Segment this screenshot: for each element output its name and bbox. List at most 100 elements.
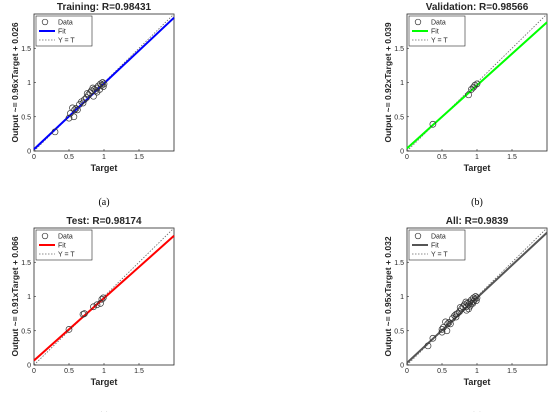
x-tick-label: 0: [405, 154, 409, 161]
legend-data-label: Data: [431, 234, 446, 241]
y-tick-label: 0: [400, 149, 404, 156]
data-point: [454, 310, 461, 317]
data-point: [65, 326, 73, 333]
y-tick-label: 1: [27, 80, 31, 87]
data-point: [99, 294, 107, 302]
data-point: [97, 300, 104, 307]
panel-caption: (b): [471, 197, 483, 208]
data-point: [70, 113, 78, 121]
legend-data-label: Data: [58, 20, 73, 27]
x-tick-label: 1.5: [134, 154, 144, 161]
y-tick-label: 0.5: [21, 328, 31, 335]
regression-panel-4: 0 0.5 1 1.5 0 0.5 1 1.5 Data Fit Y = T All: R=0.983…: [383, 216, 548, 412]
legend-data-label: Data: [58, 234, 73, 241]
y-tick-label: 1: [400, 294, 404, 301]
data-point: [463, 303, 470, 311]
data-point: [100, 80, 108, 88]
data-point: [444, 320, 451, 328]
data-point: [51, 128, 59, 136]
data-point: [473, 80, 481, 88]
data-point: [81, 310, 88, 317]
data-point: [424, 342, 432, 350]
y-tick-label: 1.5: [21, 46, 31, 53]
x-tick-label: 1.5: [134, 368, 144, 375]
data-point: [470, 83, 477, 91]
x-tick-label: 0.5: [437, 154, 447, 161]
x-tick-label: 1.5: [507, 154, 517, 161]
data-point: [472, 293, 479, 300]
data-point: [473, 294, 481, 302]
fit-line: [406, 21, 548, 150]
y-tick-label: 0: [27, 149, 31, 156]
x-tick-label: 1: [475, 368, 479, 375]
data-point: [83, 90, 91, 97]
fit-line: [33, 235, 175, 362]
data-point: [90, 303, 97, 311]
y-tick-label: 1.5: [21, 260, 31, 267]
data-point: [99, 79, 106, 86]
legend-data-marker: [414, 18, 422, 26]
data-point: [452, 313, 460, 321]
legend-data-marker: [41, 18, 49, 26]
y-tick-label: 0: [400, 363, 404, 370]
data-point: [438, 328, 446, 336]
identity-line: [33, 13, 175, 152]
data-point: [470, 297, 477, 305]
data-point: [99, 83, 107, 90]
data-point: [471, 81, 479, 89]
x-axis-label: Target: [91, 377, 118, 387]
x-tick-label: 0: [32, 368, 36, 375]
x-tick-label: 0.5: [64, 368, 74, 375]
y-tick-label: 1.5: [394, 46, 404, 53]
identity-line: [406, 13, 548, 152]
x-tick-label: 1: [475, 154, 479, 161]
regression-panel-1: 0 0.5 1 1.5 0 0.5 1 1.5 Data Fit Y = T Training: R=…: [10, 2, 175, 208]
legend-data-marker: [414, 232, 422, 240]
data-point: [93, 301, 101, 309]
legend-fit-label: Fit: [58, 29, 66, 36]
y-axis-label: Output ~= 0.96xTarget + 0.026: [10, 22, 20, 142]
legend-identity-label: Y = T: [58, 252, 75, 259]
y-tick-label: 0.5: [394, 328, 404, 335]
legend-identity-label: Y = T: [431, 38, 448, 45]
chart-title: Training: R=0.98431: [57, 2, 152, 13]
regression-panel-3: 0 0.5 1 1.5 0 0.5 1 1.5 Data Fit Y = T Test: R=0.98…: [10, 216, 175, 412]
legend-fit-label: Fit: [431, 29, 439, 36]
data-point: [472, 297, 480, 304]
y-tick-label: 0: [27, 363, 31, 370]
data-point: [429, 334, 437, 342]
x-axis-label: Target: [464, 377, 491, 387]
x-tick-label: 0: [32, 154, 36, 161]
y-axis-label: Output ~= 0.91xTarget + 0.066: [10, 236, 20, 356]
data-point: [465, 91, 472, 99]
x-axis-label: Target: [464, 163, 491, 173]
chart-title: Validation: R=0.98566: [426, 2, 529, 13]
data-point: [471, 295, 479, 303]
y-axis-label: Output ~= 0.92xTarget + 0.039: [383, 22, 393, 142]
data-point: [98, 81, 106, 89]
y-tick-label: 1: [27, 294, 31, 301]
identity-line: [33, 227, 175, 366]
data-point: [71, 106, 78, 114]
data-point: [69, 104, 76, 112]
data-point: [78, 98, 85, 106]
y-tick-label: 0.5: [394, 114, 404, 121]
x-tick-label: 1: [102, 368, 106, 375]
y-axis-label: Output ~= 0.95xTarget + 0.032: [383, 236, 393, 356]
data-point: [443, 327, 451, 335]
y-tick-label: 1: [400, 80, 404, 87]
y-tick-label: 0.5: [21, 114, 31, 121]
legend-fit-label: Fit: [58, 243, 66, 250]
legend-identity-label: Y = T: [58, 38, 75, 45]
legend-fit-label: Fit: [431, 243, 439, 250]
x-tick-label: 1: [102, 154, 106, 161]
data-point: [89, 84, 97, 92]
panel-caption: (a): [98, 197, 109, 208]
x-tick-label: 1.5: [507, 368, 517, 375]
data-point: [438, 326, 446, 333]
data-point: [468, 85, 475, 93]
legend-data-marker: [41, 232, 49, 240]
data-point: [65, 114, 73, 122]
regression-panel-2: 0 0.5 1 1.5 0 0.5 1 1.5 Data Fit Y = T Validation: …: [383, 2, 548, 208]
chart-title: Test: R=0.98174: [66, 216, 142, 227]
